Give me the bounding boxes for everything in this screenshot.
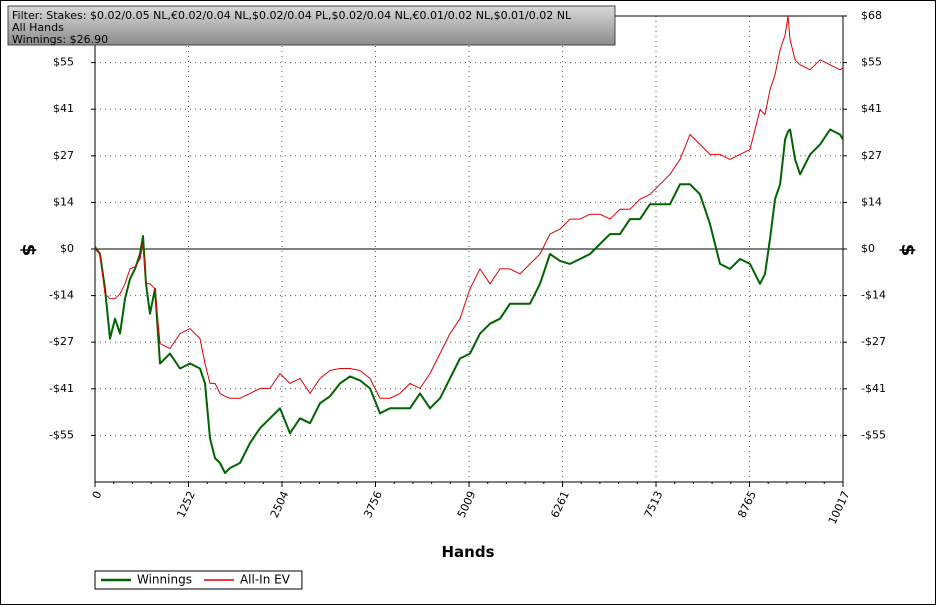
y-axis-label: $ xyxy=(18,244,39,257)
y-tick-label: -$14 xyxy=(49,289,74,302)
x-tick-label: 0 xyxy=(90,489,105,501)
y-tick-label: $14 xyxy=(53,195,74,208)
series-line xyxy=(94,128,844,474)
annotation: Winnings: $26.90 xyxy=(12,33,108,46)
y2-tick-label: $14 xyxy=(861,195,882,208)
title-box xyxy=(7,5,616,46)
y2-tick-label: -$41 xyxy=(861,382,886,395)
plot-area: $68$68$55$55$41$41$27$27$14$14$0$0-$14-$… xyxy=(49,9,886,526)
x-axis-label: Hands xyxy=(441,543,494,561)
y2-axis-label: $ xyxy=(897,244,918,257)
y2-tick-label: -$27 xyxy=(861,335,886,348)
y-tick-label: -$27 xyxy=(49,335,74,348)
legend: Winnings All-In EV xyxy=(94,570,303,590)
series-line xyxy=(94,15,844,399)
y-tick-label: $0 xyxy=(60,242,74,255)
y2-tick-label: $55 xyxy=(861,56,882,69)
legend-label: Winnings xyxy=(137,573,192,587)
y-tick-label: -$41 xyxy=(49,382,74,395)
y2-tick-label: $0 xyxy=(861,242,875,255)
y2-tick-label: -$14 xyxy=(861,289,886,302)
y-tick-label: $55 xyxy=(53,56,74,69)
y-tick-label: $41 xyxy=(53,102,74,115)
y2-tick-label: -$55 xyxy=(861,428,886,441)
y2-tick-label: $41 xyxy=(861,102,882,115)
y-tick-label: $27 xyxy=(53,149,74,162)
legend-label: All-In EV xyxy=(240,573,291,587)
chart-title: Filter: Stakes: $0.02/0.05 NL,€0.02/0.04… xyxy=(12,9,572,22)
chart-subtitle: All Hands xyxy=(12,21,64,34)
legend-box xyxy=(94,570,303,590)
y-tick-label: -$55 xyxy=(49,428,74,441)
y2-tick-label: $68 xyxy=(861,9,882,22)
y2-tick-label: $27 xyxy=(861,149,882,162)
